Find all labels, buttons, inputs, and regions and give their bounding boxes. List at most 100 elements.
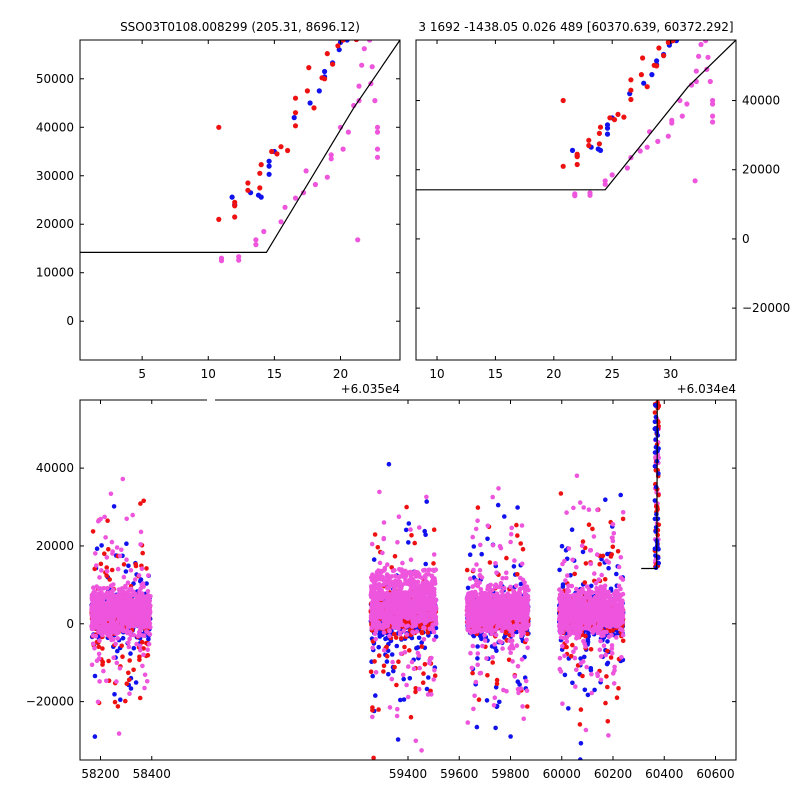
top-right-point-pink xyxy=(572,193,578,199)
top-right-point-red xyxy=(574,161,580,168)
bottom-plot-area xyxy=(89,400,662,760)
bottom-point-blue xyxy=(144,581,149,586)
bottom-point-pink xyxy=(117,553,123,559)
bottom-point-blue xyxy=(424,686,430,692)
bottom-point-pink xyxy=(416,653,422,658)
bottom-point-blue xyxy=(407,676,413,681)
bottom-point-pink xyxy=(417,525,422,530)
bottom-point-red xyxy=(368,669,374,674)
bottom-point-pink xyxy=(421,625,426,630)
top-right-point-pink xyxy=(684,101,690,107)
bottom-point-blue xyxy=(401,676,407,682)
bottom-point-pink xyxy=(104,569,110,574)
bottom-point-pink xyxy=(490,542,496,548)
bottom-point-pink xyxy=(93,609,99,615)
top-left-point-red xyxy=(311,105,317,111)
bottom-point-pink xyxy=(386,617,391,622)
bottom-point-pink xyxy=(138,542,143,547)
bottom-point-pink xyxy=(134,593,140,599)
bottom-point-blue xyxy=(371,557,377,562)
top-left-point-pink xyxy=(236,257,242,263)
bottom-point-blue xyxy=(99,543,104,548)
bottom-point-pink xyxy=(116,587,122,592)
bottom-point-pink xyxy=(125,580,131,585)
bottom-point-pink xyxy=(430,624,435,630)
top-left-point-red xyxy=(232,199,238,205)
bottom-point-pink xyxy=(432,578,438,584)
bottom-point-red xyxy=(100,659,106,665)
bottom-point-pink xyxy=(147,632,153,637)
top-left-point-red xyxy=(335,43,341,49)
bottom-point-pink xyxy=(129,603,134,609)
bottom-point-pink xyxy=(127,691,132,696)
bottom-point-pink xyxy=(424,494,429,500)
bottom-point-pink xyxy=(377,489,382,495)
top-right-point-red xyxy=(621,114,627,120)
top-left-xtick-label: 5 xyxy=(138,367,146,381)
top-left-point-blue xyxy=(307,100,313,106)
bottom-point-blue xyxy=(395,737,401,742)
bottom-point-pink xyxy=(142,685,147,691)
bottom-point-pink xyxy=(122,597,127,603)
top-right-point-red xyxy=(665,40,671,45)
top-right-point-pink xyxy=(707,78,713,85)
bottom-point-pink xyxy=(526,587,531,593)
top-right-point-red xyxy=(586,137,592,143)
bottom-point-red xyxy=(141,498,146,504)
bottom-point-pink xyxy=(98,630,104,636)
bottom-point-blue xyxy=(386,461,392,467)
bottom-point-pink xyxy=(512,558,517,563)
bottom-point-pink xyxy=(386,592,392,597)
bottom-point-blue xyxy=(406,540,411,545)
bottom-point-pink xyxy=(94,563,99,568)
bottom-point-red xyxy=(90,529,96,534)
bottom-point-pink xyxy=(391,604,396,609)
bottom-point-blue xyxy=(423,532,428,537)
bottom-point-red xyxy=(106,658,111,664)
top-right-point-pink xyxy=(679,113,685,119)
bottom-point-pink xyxy=(113,641,118,647)
bottom-point-blue xyxy=(511,564,517,569)
bottom-point-pink xyxy=(389,574,395,579)
top-left-point-pink xyxy=(292,195,299,201)
bottom-point-pink xyxy=(133,611,138,616)
bottom-point-pink xyxy=(405,694,411,700)
bottom-point-pink xyxy=(431,552,437,557)
bottom-point-pink xyxy=(423,602,429,607)
bottom-point-pink xyxy=(384,572,390,577)
bottom-point-pink xyxy=(494,570,499,575)
bottom-point-pink xyxy=(393,617,399,622)
bottom-point-blue xyxy=(115,648,120,654)
bottom-point-pink xyxy=(117,615,123,621)
bottom-point-pink xyxy=(96,651,102,657)
bottom-point-pink xyxy=(425,596,431,601)
top-left-point-red xyxy=(258,162,264,168)
bottom-point-blue xyxy=(386,671,391,677)
top-right-xtick-label: 20 xyxy=(546,367,561,381)
bottom-point-pink xyxy=(427,657,433,663)
bottom-point-pink xyxy=(408,527,413,532)
bottom-point-pink xyxy=(419,748,424,753)
bottom-point-pink xyxy=(423,575,428,580)
bottom-point-pink xyxy=(403,591,408,597)
bottom-point-pink xyxy=(369,617,375,622)
bottom-point-pink xyxy=(379,589,385,595)
bottom-point-pink xyxy=(417,665,423,671)
bottom-point-red xyxy=(485,673,490,678)
top-left-point-red xyxy=(285,147,291,154)
bottom-point-pink xyxy=(107,617,113,622)
bottom-point-pink xyxy=(121,574,127,580)
bottom-point-pink xyxy=(145,592,151,598)
bottom-point-red xyxy=(138,501,143,506)
top-right-point-red xyxy=(628,87,634,93)
bottom-point-pink xyxy=(397,567,402,572)
bottom-point-pink xyxy=(521,716,526,722)
bottom-point-red xyxy=(431,527,437,532)
bottom-point-blue xyxy=(419,640,425,645)
bottom-point-blue xyxy=(394,643,400,649)
top-right-point-blue xyxy=(604,131,611,137)
top-right-ytick-label: 40000 xyxy=(742,94,780,108)
top-left-point-pink xyxy=(324,174,330,180)
bottom-point-pink xyxy=(413,623,418,628)
